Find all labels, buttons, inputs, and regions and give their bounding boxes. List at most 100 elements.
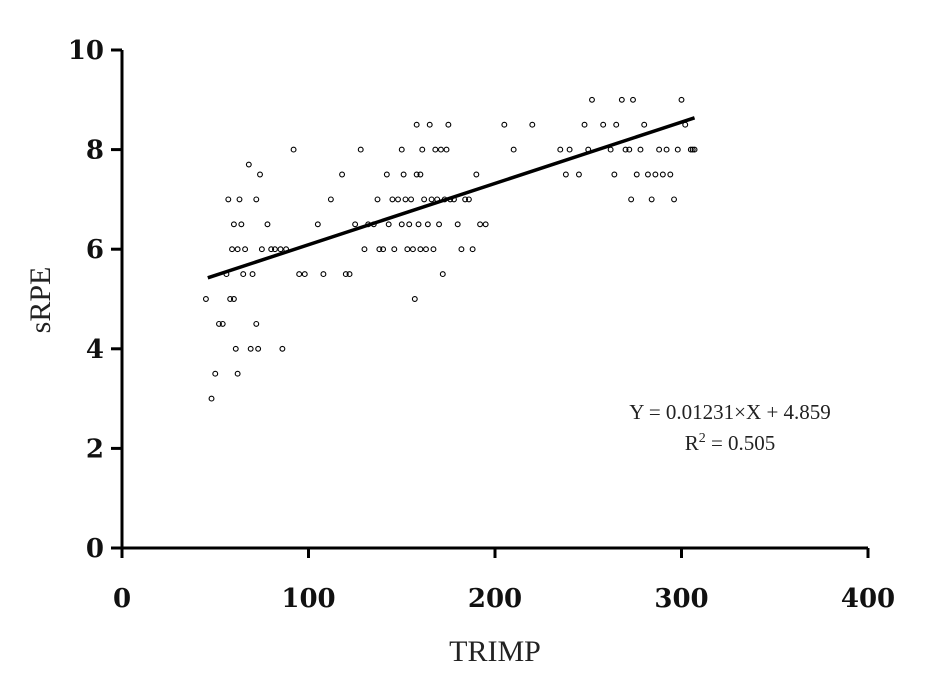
data-point (296, 271, 303, 278)
data-point (469, 246, 476, 253)
data-point (607, 146, 614, 153)
data-point (391, 246, 398, 253)
data-point (641, 121, 648, 128)
data-point (644, 171, 651, 178)
data-point (219, 320, 226, 327)
data-point (413, 121, 420, 128)
data-point (575, 171, 582, 178)
data-point (663, 146, 670, 153)
data-point (687, 146, 694, 153)
data-point (408, 196, 415, 203)
x-tick-label: 400 (841, 584, 895, 614)
data-point (249, 271, 256, 278)
data-point (404, 246, 411, 253)
data-point (691, 146, 698, 153)
data-point (258, 246, 265, 253)
data-point (374, 196, 381, 203)
x-tick-label: 300 (654, 584, 708, 614)
data-point (229, 246, 235, 253)
data-point (253, 196, 260, 203)
r-squared-superscript: 2 (699, 431, 706, 446)
data-point (398, 221, 405, 228)
data-point (501, 121, 508, 128)
y-tick-label: 2 (86, 434, 104, 464)
data-point (216, 320, 222, 327)
data-point (227, 296, 234, 302)
y-axis-ticks: 0 2 4 6 8 10 (68, 36, 122, 564)
x-tick-label: 100 (281, 584, 335, 614)
data-point (678, 96, 685, 103)
data-point (380, 246, 387, 253)
y-tick-label: 4 (86, 335, 104, 365)
data-point (426, 121, 433, 128)
data-point (234, 246, 241, 253)
data-point (357, 146, 364, 153)
y-tick-label: 10 (68, 36, 104, 66)
data-point (402, 196, 409, 203)
data-point (417, 246, 424, 253)
x-tick-label: 200 (468, 584, 522, 614)
data-point (279, 345, 286, 352)
data-point (613, 121, 620, 128)
data-point (238, 221, 245, 228)
data-point (557, 146, 564, 153)
data-point (389, 196, 396, 203)
data-point (436, 221, 442, 228)
data-point (529, 121, 536, 128)
data-point (314, 221, 321, 228)
data-point (320, 271, 327, 278)
data-point (439, 271, 446, 278)
x-tick-label: 0 (113, 584, 131, 614)
data-point (428, 196, 435, 203)
data-point (689, 146, 696, 153)
data-point (255, 345, 262, 352)
x-axis-title: TRIMP (449, 635, 541, 668)
data-point (423, 246, 429, 253)
data-point (230, 296, 237, 302)
data-point (208, 395, 215, 402)
data-point (656, 146, 663, 153)
data-point (589, 96, 595, 103)
data-point (437, 146, 444, 153)
r-squared-letter: R (685, 431, 699, 455)
data-point (411, 296, 418, 302)
data-point (462, 196, 469, 203)
data-points (202, 96, 698, 402)
data-point (352, 221, 359, 228)
data-point (361, 246, 368, 253)
data-point (383, 171, 390, 178)
data-point (225, 196, 232, 203)
data-point (659, 171, 666, 178)
y-tick-label: 6 (86, 235, 104, 265)
data-point (327, 196, 334, 203)
data-point (339, 171, 346, 178)
regression-line (207, 116, 696, 280)
data-point (648, 196, 655, 203)
data-point (432, 146, 439, 153)
data-point (419, 146, 426, 153)
data-point (671, 196, 677, 203)
y-tick-label: 0 (86, 534, 104, 564)
data-point (622, 146, 629, 153)
data-point (385, 221, 392, 228)
data-point (234, 370, 241, 377)
data-point (277, 246, 284, 253)
data-point (301, 271, 308, 278)
data-point (290, 146, 297, 153)
data-point (342, 271, 349, 278)
data-point (247, 345, 254, 352)
data-point (395, 196, 401, 203)
data-point (626, 146, 633, 153)
data-point (600, 121, 607, 128)
data-point (566, 146, 573, 153)
data-point (581, 121, 588, 128)
data-point (424, 221, 431, 228)
data-point (421, 196, 428, 203)
data-point (618, 96, 625, 103)
data-point (202, 296, 209, 302)
data-point (232, 345, 239, 352)
data-point (630, 96, 636, 103)
data-point (346, 271, 353, 278)
data-point (406, 221, 413, 228)
